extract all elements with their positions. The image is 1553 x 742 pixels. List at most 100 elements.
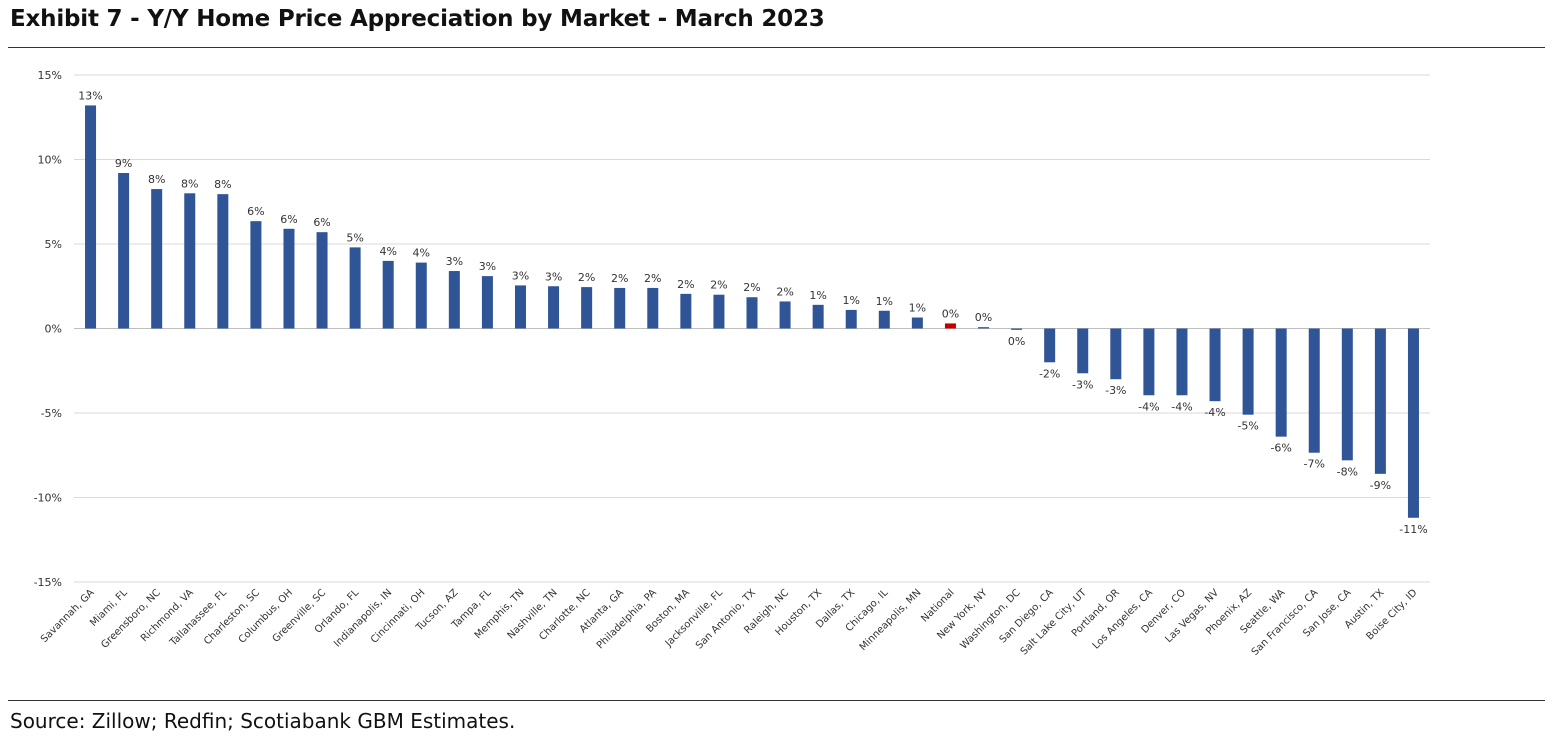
x-tick-label: Indianapolis, IN: [332, 587, 394, 649]
data-label: 2%: [710, 279, 727, 292]
footer-divider: [8, 700, 1545, 701]
data-label: 8%: [214, 178, 231, 191]
bar: [1308, 328, 1320, 453]
bar: [779, 301, 791, 329]
data-label: 2%: [677, 278, 694, 291]
bar: [118, 173, 130, 329]
y-tick-label: -10%: [34, 492, 62, 505]
bar: [548, 286, 560, 329]
data-label: 3%: [512, 269, 529, 282]
y-tick-label: 5%: [45, 238, 62, 251]
bar: [746, 297, 758, 329]
data-label: -2%: [1039, 367, 1060, 380]
data-label: -4%: [1171, 400, 1192, 413]
data-label: -9%: [1370, 479, 1391, 492]
y-tick-label: 10%: [38, 154, 62, 167]
x-tick-label: Washington, DC: [958, 587, 1022, 651]
bar: [1275, 328, 1287, 437]
bar: [911, 317, 923, 329]
bar: [1077, 328, 1089, 374]
bar: [713, 294, 725, 329]
bar: [1374, 328, 1386, 474]
data-label: 0%: [942, 307, 959, 320]
x-tick-label: Minneapolis, MN: [858, 587, 924, 653]
data-label: 2%: [644, 272, 661, 285]
bar: [581, 287, 593, 329]
x-tick-label: Tallahassee, FL: [167, 587, 229, 649]
data-label: -11%: [1399, 523, 1427, 536]
data-label: -7%: [1304, 458, 1325, 471]
bar: [184, 193, 196, 329]
x-tick-label: Philadelphia, PA: [595, 587, 659, 651]
x-tick-label: San Antonio, TX: [694, 587, 758, 651]
bar: [415, 262, 427, 329]
bar: [151, 189, 163, 329]
bar: [1242, 328, 1254, 415]
data-label: 8%: [148, 173, 165, 186]
bar: [878, 310, 890, 329]
bar: [382, 260, 394, 329]
data-label: 3%: [479, 260, 496, 273]
data-label: 4%: [413, 247, 430, 260]
data-label: -4%: [1138, 400, 1159, 413]
bar: [1011, 328, 1023, 330]
bar: [1407, 328, 1419, 518]
data-label: 2%: [776, 285, 793, 298]
x-tick-label: Greensboro, NC: [99, 587, 163, 651]
data-label: 4%: [379, 245, 396, 258]
data-label: 1%: [809, 289, 826, 302]
bar: [944, 323, 956, 329]
bar: [1341, 328, 1353, 461]
data-label: 5%: [346, 231, 363, 244]
bar: [978, 327, 990, 329]
bar: [614, 287, 626, 329]
data-label: -4%: [1204, 406, 1225, 419]
bar: [481, 276, 493, 329]
data-label: 9%: [115, 157, 132, 170]
y-tick-label: 15%: [38, 69, 62, 82]
data-label: 1%: [876, 295, 893, 308]
data-label: 6%: [280, 213, 297, 226]
x-tick-label: Jacksonville, FL: [663, 587, 726, 650]
bar: [1110, 328, 1122, 380]
data-label: 2%: [611, 272, 628, 285]
y-tick-label: -5%: [41, 407, 62, 420]
data-label: -3%: [1072, 378, 1093, 391]
data-label: 2%: [578, 271, 595, 284]
data-label: 3%: [545, 270, 562, 283]
y-tick-label: -15%: [34, 576, 62, 589]
data-label: 0%: [975, 311, 992, 324]
bar: [1209, 328, 1221, 402]
bar: [448, 271, 460, 329]
data-label: -6%: [1270, 442, 1291, 455]
bar-chart: 15% 10% 5% 0% -5% -10% -15% 13% Savannah, GA 9% Mi…: [34, 69, 1430, 658]
bar: [845, 309, 857, 329]
bar: [283, 228, 295, 329]
bar: [316, 232, 328, 329]
bar: [250, 221, 262, 329]
bar: [647, 287, 659, 329]
data-label: 1%: [909, 302, 926, 315]
data-label: -3%: [1105, 384, 1126, 397]
chart-title: Exhibit 7 - Y/Y Home Price Appreciation …: [10, 6, 825, 32]
data-label: 6%: [247, 205, 264, 218]
data-label: 6%: [313, 216, 330, 229]
data-label: 8%: [181, 177, 198, 190]
bar: [85, 105, 97, 329]
x-tick-label: Savannah, GA: [39, 587, 97, 645]
title-divider: [8, 47, 1545, 48]
x-tick-label: Los Angeles, CA: [1091, 587, 1155, 651]
bar: [1176, 328, 1188, 396]
data-label: -8%: [1337, 465, 1358, 478]
bar: [1143, 328, 1155, 396]
bar: [812, 304, 824, 329]
data-label: 3%: [446, 255, 463, 268]
data-label: 13%: [78, 89, 102, 102]
data-label: 0%: [1008, 335, 1025, 348]
y-tick-label: 0%: [45, 323, 62, 336]
bar: [217, 194, 229, 329]
data-label: 1%: [842, 294, 859, 307]
source-note: Source: Zillow; Redfin; Scotiabank GBM E…: [10, 709, 516, 733]
bar: [680, 293, 692, 329]
data-label: 2%: [743, 281, 760, 294]
